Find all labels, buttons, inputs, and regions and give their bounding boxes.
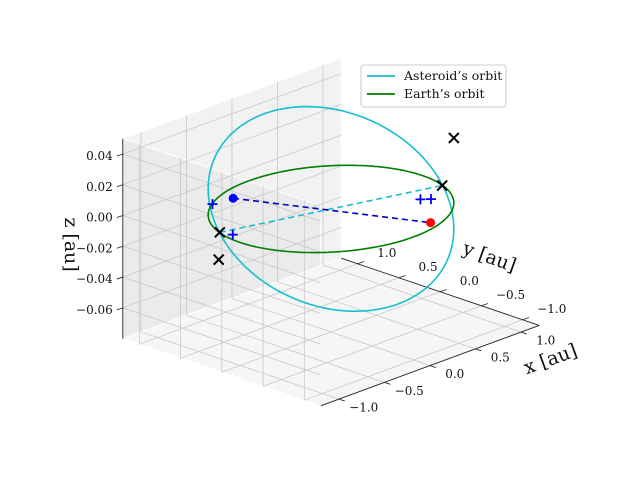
y-tick-label-4: 1.0 [377, 246, 396, 260]
plus-marker-0 [207, 199, 218, 210]
y-tick-label-1: −0.5 [496, 288, 525, 302]
x-tick-label-3: 0.5 [491, 350, 510, 364]
y-tick-mark-2 [440, 289, 447, 293]
plus-marker-3 [425, 194, 436, 205]
y-tick-mark-4 [357, 261, 365, 265]
x-tick-label-4: 1.0 [536, 334, 555, 348]
z-tick-label-3: 0.00 [86, 211, 113, 225]
tick-labels: −1.0 −0.5 0.0 0.5 1.0 −1.0 −0.5 0.0 0.5 1.0 −0.06 −… [76, 149, 566, 415]
legend-label-earth: Earth’s orbit [404, 86, 485, 101]
line-of-nodes [219, 184, 443, 234]
x-tick-mark-3 [475, 348, 482, 352]
y-axis-label: y [au] [459, 237, 519, 277]
orbit-1 [207, 164, 455, 254]
grid-y-0 [303, 200, 523, 401]
grid-y-2 [221, 172, 441, 373]
z-tick-label-0: −0.06 [76, 303, 113, 317]
grid-y-1 [262, 186, 482, 387]
grid-x-3 [277, 81, 476, 350]
legend-box [360, 64, 507, 108]
point-0 [228, 193, 238, 203]
x-tick-mark-4 [520, 331, 527, 335]
x-marker-1 [436, 179, 448, 192]
plus-marker-2 [227, 229, 238, 240]
x-marker-0 [448, 132, 460, 144]
connector-line [233, 197, 431, 224]
marker-layer [207, 132, 460, 266]
z-tick-mark-0 [116, 307, 123, 311]
plus-marker-1 [415, 194, 426, 205]
x-tick-label-2: 0.0 [445, 367, 464, 381]
z-tick-mark-3 [116, 215, 123, 218]
y-tick-label-0: −1.0 [537, 302, 566, 316]
y-tick-label-2: 0.0 [460, 274, 479, 288]
y-tick-mark-1 [481, 303, 488, 307]
grid-x-2 [231, 98, 431, 366]
x-marker-3 [212, 253, 225, 266]
legend-label-asteroid: Asteroid’s orbit [403, 68, 502, 83]
axes-panes [121, 57, 541, 407]
legend: Asteroid’s orbit Earth’s orbit [360, 64, 507, 108]
x-marker-2 [214, 226, 226, 239]
z-tick-label-2: −0.02 [76, 241, 113, 255]
z-tick-label-5: 0.04 [86, 149, 113, 163]
x-tick-mark-1 [384, 381, 391, 385]
z-tick-mark-4 [116, 184, 123, 188]
grid-x-0 [140, 131, 340, 400]
y-tick-mark-3 [398, 275, 406, 279]
grid-x-1 [186, 115, 385, 383]
z-tick-mark-2 [116, 245, 123, 249]
x-tick-label-0: −1.0 [349, 401, 378, 415]
grid-x-4 [322, 64, 522, 333]
x-axis-line [320, 324, 540, 407]
y-tick-mark-0 [522, 317, 530, 321]
x-tick-mark-2 [429, 365, 436, 368]
x-tick-mark-0 [338, 398, 345, 402]
grid-y-4 [138, 144, 358, 345]
z-tick-mark-5 [116, 153, 123, 157]
z-tick-label-1: −0.04 [76, 272, 113, 286]
z-tick-label-4: 0.02 [86, 180, 113, 194]
z-tick-mark-1 [116, 276, 123, 280]
z-axis-label: z [au] [60, 217, 82, 271]
point-1 [426, 218, 436, 228]
y-tick-label-3: 0.5 [419, 260, 438, 274]
x-tick-label-1: −0.5 [395, 384, 424, 398]
